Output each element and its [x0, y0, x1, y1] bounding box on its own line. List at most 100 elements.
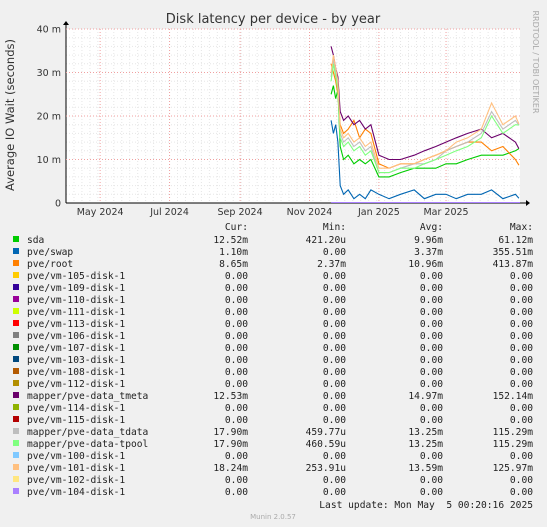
legend-value: 0.00 — [323, 295, 346, 306]
legend-series-name: pve/vm-114-disk-1 — [27, 403, 125, 414]
legend-value: 115.29m — [493, 427, 534, 438]
legend-value: 0.00 — [323, 379, 346, 390]
legend-header: Max: — [510, 222, 533, 233]
legend-value: 10.96m — [408, 259, 443, 270]
legend-value: 0.00 — [510, 343, 533, 354]
legend-value: 0.00 — [225, 331, 248, 342]
legend-value: 0.00 — [225, 355, 248, 366]
legend-value: 0.00 — [420, 355, 443, 366]
legend-value: 125.97m — [493, 463, 534, 474]
legend-value: 0.00 — [225, 283, 248, 294]
legend-value: 0.00 — [510, 355, 533, 366]
legend-value: 0.00 — [420, 283, 443, 294]
legend-value: 0.00 — [225, 319, 248, 330]
legend-value: 13.25m — [408, 427, 443, 438]
rrdtool-credit: RRDTOOL / TOBI OETIKER — [531, 10, 540, 113]
legend-value: 0.00 — [510, 403, 533, 414]
legend-value: 0.00 — [510, 307, 533, 318]
y-axis-arrow — [63, 21, 69, 25]
legend-value: 460.59u — [306, 439, 346, 450]
legend-value: 0.00 — [225, 379, 248, 390]
last-update: Last update: Mon May 5 00:20:16 2025 — [319, 500, 533, 511]
legend-swatch — [13, 488, 19, 494]
legend-value: 0.00 — [510, 451, 533, 462]
legend-value: 17.90m — [213, 427, 248, 438]
legend-swatch — [13, 416, 19, 422]
legend-value: 0.00 — [510, 367, 533, 378]
legend-value: 0.00 — [510, 487, 533, 498]
legend-swatch — [13, 380, 19, 386]
legend-value: 0.00 — [323, 451, 346, 462]
legend-value: 0.00 — [225, 403, 248, 414]
legend-series-name: sda — [27, 235, 44, 246]
legend-value: 12.52m — [213, 235, 248, 246]
legend-value: 0.00 — [323, 487, 346, 498]
series-line — [330, 120, 520, 200]
legend-value: 61.12m — [498, 235, 533, 246]
legend-swatch — [13, 320, 19, 326]
legend-value: 0.00 — [510, 319, 533, 330]
legend-swatch — [13, 344, 19, 350]
legend-value: 0.00 — [323, 307, 346, 318]
legend-swatch — [13, 356, 19, 362]
plot-background — [66, 29, 520, 203]
legend-series-name: pve/vm-100-disk-1 — [27, 451, 125, 462]
legend-series-name: pve/vm-101-disk-1 — [27, 463, 125, 474]
y-tick-label: 0 — [55, 199, 61, 210]
series-line — [330, 55, 520, 169]
legend: Cur: Min: Avg: Max: sda 12.52m 421.20u 9.96m 61.… — [13, 222, 533, 498]
legend-value: 0.00 — [420, 379, 443, 390]
legend-value: 9.96m — [414, 235, 443, 246]
legend-value: 421.20u — [306, 235, 346, 246]
y-tick-label: 40 m — [37, 25, 61, 36]
legend-value: 0.00 — [420, 331, 443, 342]
legend-value: 0.00 — [323, 415, 346, 426]
legend-series-name: pve/vm-105-disk-1 — [27, 271, 125, 282]
legend-value: 0.00 — [510, 271, 533, 282]
legend-value: 0.00 — [225, 307, 248, 318]
legend-value: 0.00 — [225, 343, 248, 354]
legend-swatch — [13, 248, 19, 254]
legend-value: 12.53m — [213, 391, 248, 402]
y-tick-label: 20 m — [37, 112, 61, 123]
legend-value: 17.90m — [213, 439, 248, 450]
series-line — [330, 63, 519, 174]
legend-series-name: pve/vm-103-disk-1 — [27, 355, 125, 366]
legend-header: Avg: — [420, 222, 443, 233]
legend-swatch — [13, 476, 19, 482]
legend-value: 0.00 — [225, 415, 248, 426]
legend-value: 0.00 — [420, 271, 443, 282]
legend-swatch — [13, 284, 19, 290]
x-tick-label: May 2024 — [77, 207, 124, 218]
legend-swatch — [13, 368, 19, 374]
y-axis-label: Average IO Wait (seconds) — [3, 39, 17, 191]
legend-value: 355.51m — [493, 247, 534, 258]
legend-value: 13.59m — [408, 463, 443, 474]
legend-value: 3.37m — [414, 247, 443, 258]
legend-value: 0.00 — [420, 451, 443, 462]
legend-value: 0.00 — [510, 283, 533, 294]
x-tick-label: Nov 2024 — [287, 207, 333, 218]
x-tick-label: Mar 2025 — [423, 207, 468, 218]
legend-swatch — [13, 452, 19, 458]
legend-value: 0.00 — [420, 295, 443, 306]
legend-swatch — [13, 428, 19, 434]
legend-value: 0.00 — [323, 475, 346, 486]
legend-value: 0.00 — [323, 403, 346, 414]
legend-series-name: pve/vm-113-disk-1 — [27, 319, 125, 330]
legend-swatch — [13, 260, 19, 266]
legend-value: 0.00 — [323, 319, 346, 330]
legend-value: 0.00 — [510, 295, 533, 306]
legend-value: 0.00 — [510, 379, 533, 390]
legend-value: 0.00 — [420, 403, 443, 414]
legend-series-name: pve/vm-112-disk-1 — [27, 379, 125, 390]
legend-value: 0.00 — [323, 355, 346, 366]
legend-series-name: pve/root — [27, 259, 73, 270]
x-axis-arrow — [526, 200, 530, 206]
legend-series-name: pve/vm-109-disk-1 — [27, 283, 125, 294]
legend-series-name: mapper/pve-data_tdata — [27, 427, 148, 438]
legend-value: 13.25m — [408, 439, 443, 450]
legend-value: 1.10m — [219, 247, 248, 258]
legend-value: 115.29m — [493, 439, 534, 450]
